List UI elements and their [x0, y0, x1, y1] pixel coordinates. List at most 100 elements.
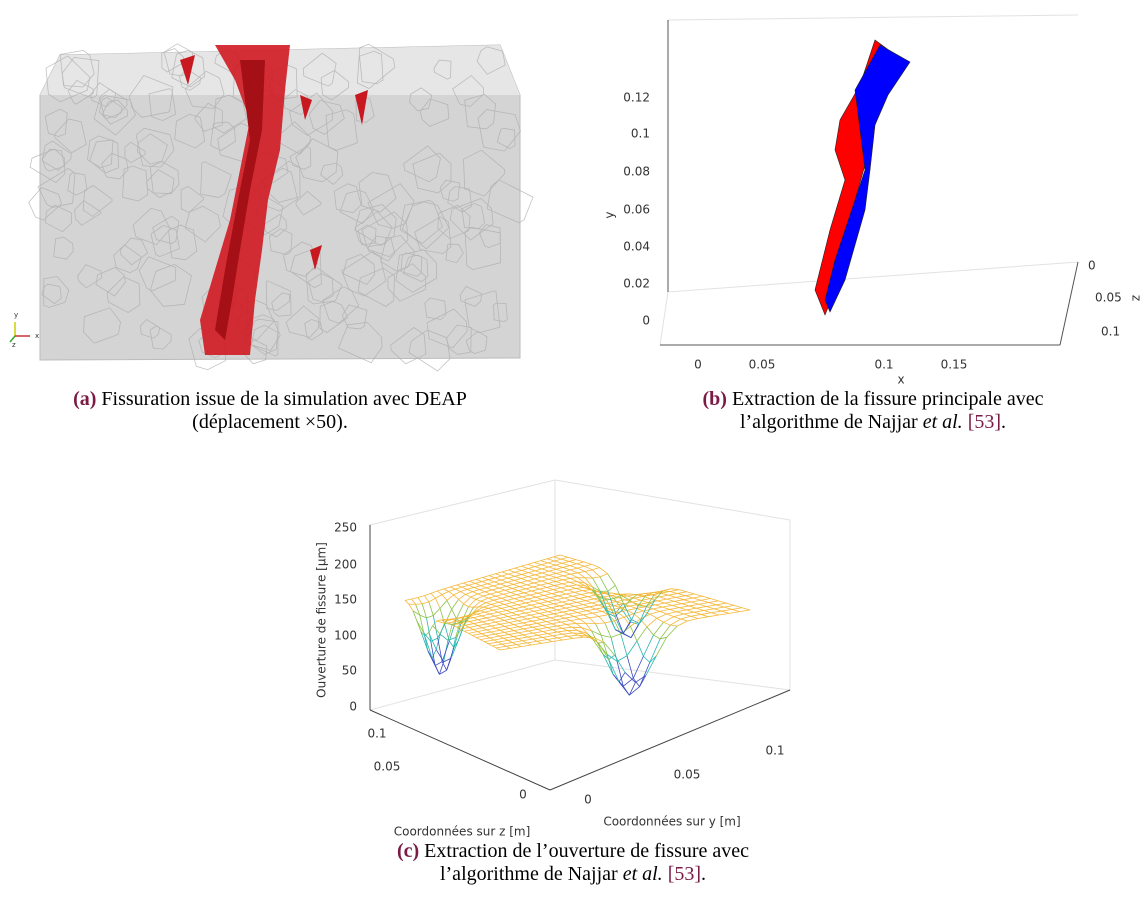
cell — [43, 276, 70, 308]
citation[interactable]: [53] — [967, 411, 1002, 433]
mesh-line — [534, 562, 542, 566]
mesh-line — [494, 581, 501, 585]
mesh-line — [616, 661, 624, 687]
mesh-line — [453, 591, 461, 596]
mesh-line — [512, 642, 517, 645]
mesh-line — [563, 569, 571, 572]
mesh-line — [537, 634, 543, 638]
mesh-line — [575, 559, 584, 563]
mesh-line — [441, 591, 449, 595]
mesh-line — [543, 595, 551, 598]
mesh-line — [499, 635, 504, 639]
cell — [399, 199, 443, 244]
mesh-line — [666, 598, 675, 602]
mesh-line — [584, 571, 593, 579]
citation[interactable]: [53] — [667, 863, 702, 885]
mesh-line — [462, 614, 472, 627]
mesh-line — [528, 606, 537, 610]
mesh-line — [541, 568, 550, 572]
mesh-line — [488, 641, 499, 645]
cell — [41, 283, 62, 305]
cell — [98, 88, 128, 119]
cell — [452, 75, 484, 107]
mesh-line — [558, 593, 567, 597]
mesh-line — [572, 636, 584, 639]
caption-italic: et al. — [622, 863, 663, 885]
mesh-line — [452, 624, 457, 628]
mesh-line — [480, 639, 485, 643]
mesh-line — [671, 603, 682, 606]
mesh-line — [464, 624, 470, 628]
mesh-line — [577, 581, 585, 586]
mesh-line — [586, 610, 593, 614]
mesh-line — [592, 577, 601, 592]
mesh-line — [548, 564, 556, 568]
mesh-line — [501, 575, 509, 579]
mesh-line — [670, 624, 678, 627]
mesh-line — [486, 621, 496, 625]
mesh-line — [444, 622, 453, 625]
cell — [403, 145, 441, 183]
mesh-line — [599, 567, 608, 574]
mesh-line — [531, 642, 542, 646]
mesh-line — [713, 608, 722, 612]
mesh-line — [487, 581, 495, 585]
mesh-line — [456, 624, 466, 628]
mesh-line — [654, 590, 664, 600]
mesh-line — [480, 585, 487, 589]
cell — [122, 165, 149, 202]
mesh-line — [662, 604, 673, 608]
mesh-line — [559, 613, 569, 617]
mesh-line — [621, 593, 629, 596]
mesh-line — [611, 593, 620, 596]
mesh-line — [581, 627, 592, 632]
mesh-line — [570, 578, 578, 582]
mesh-line — [528, 566, 535, 569]
mesh-line — [540, 558, 548, 562]
mesh-line — [620, 607, 628, 611]
mesh-line — [568, 559, 576, 562]
mesh-line — [499, 623, 505, 627]
mesh-line — [458, 593, 466, 600]
cell — [45, 55, 91, 103]
mesh-line — [601, 611, 609, 615]
mesh-line — [567, 587, 576, 591]
mesh-line — [549, 597, 557, 601]
mesh-line — [614, 616, 625, 622]
mesh-line — [499, 647, 511, 651]
cell — [354, 204, 397, 247]
mesh-line — [530, 612, 540, 616]
mesh-line — [622, 621, 631, 634]
mesh-line — [676, 609, 687, 613]
mesh-line — [517, 590, 525, 594]
mesh-line — [487, 643, 493, 647]
cell — [356, 43, 396, 89]
cell — [339, 189, 375, 225]
mesh-line — [592, 576, 601, 579]
mesh-line — [729, 611, 740, 614]
mesh-line — [525, 588, 532, 592]
mesh-line — [586, 608, 596, 612]
mesh-line — [493, 607, 502, 611]
mesh-line — [589, 616, 599, 619]
cell — [361, 211, 409, 258]
mesh-line — [532, 637, 543, 640]
mesh-line — [531, 588, 540, 592]
mesh-line — [431, 649, 437, 659]
mesh-line — [507, 640, 513, 643]
cell — [419, 98, 450, 127]
mesh-line — [556, 607, 566, 611]
cell — [128, 75, 174, 118]
mesh-line — [601, 609, 612, 612]
mesh-line — [562, 561, 570, 564]
mesh-line — [731, 607, 743, 610]
mesh-line — [422, 601, 429, 605]
mesh-line — [602, 595, 612, 598]
mesh-line — [626, 655, 634, 679]
mesh-line — [642, 596, 651, 600]
mesh-line — [488, 579, 495, 583]
mesh-line — [490, 593, 496, 597]
cell — [67, 79, 94, 105]
cell — [439, 179, 461, 202]
tick-label: 0.1 — [765, 744, 784, 758]
